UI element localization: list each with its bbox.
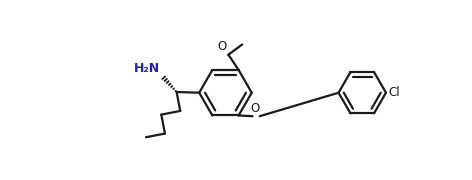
Text: Cl: Cl — [388, 86, 400, 99]
Text: H₂N: H₂N — [134, 62, 160, 75]
Text: O: O — [217, 40, 226, 53]
Text: O: O — [250, 102, 259, 115]
